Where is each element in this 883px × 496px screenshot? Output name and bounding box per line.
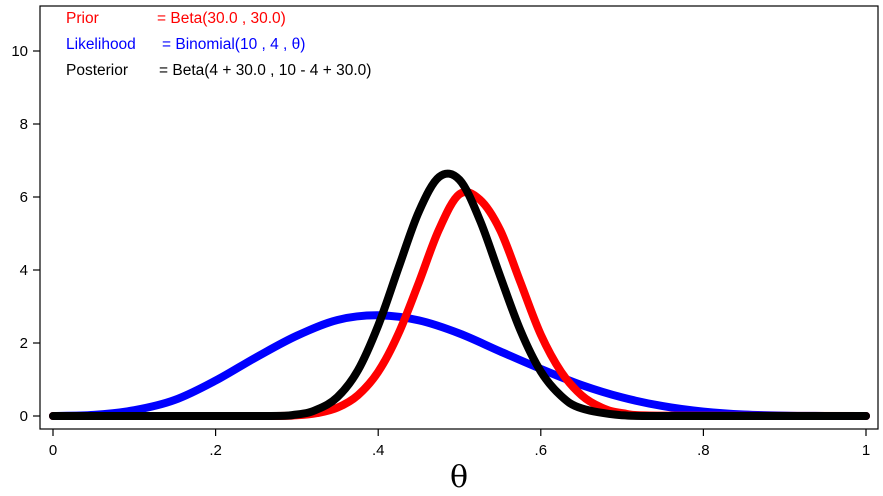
y-tick-label: 6 xyxy=(20,189,28,206)
y-tick-label: 4 xyxy=(20,262,28,279)
y-tick-label: 8 xyxy=(20,116,28,133)
y-tick-label: 2 xyxy=(20,335,28,352)
y-tick-label: 0 xyxy=(20,408,28,425)
series-line-posterior xyxy=(49,169,870,421)
series-lines xyxy=(49,169,870,421)
x-tick-label: .6 xyxy=(535,442,548,459)
legend-def-prior: = Beta(30.0 , 30.0) xyxy=(157,10,286,27)
x-tick-label: .8 xyxy=(697,442,710,459)
x-tick-label: 1 xyxy=(862,442,870,459)
y-tick-label: 10 xyxy=(11,43,28,60)
x-tick-label: .2 xyxy=(209,442,222,459)
legend-def-posterior: = Beta(4 + 30.0 , 10 - 4 + 30.0) xyxy=(159,62,372,79)
x-tick-label: 0 xyxy=(49,442,57,459)
legend-def-likelihood: = Binomial(10 , 4 , θ) xyxy=(162,36,306,53)
x-axis-title: θ xyxy=(450,460,468,495)
x-tick-label: .4 xyxy=(372,442,385,459)
series-line-likelihood xyxy=(49,311,870,420)
legend-name-prior: Prior xyxy=(66,10,99,27)
legend-name-likelihood: Likelihood xyxy=(66,36,136,53)
legend-name-posterior: Posterior xyxy=(66,62,129,79)
plot-frame xyxy=(39,5,879,430)
series-line-prior xyxy=(49,188,870,421)
